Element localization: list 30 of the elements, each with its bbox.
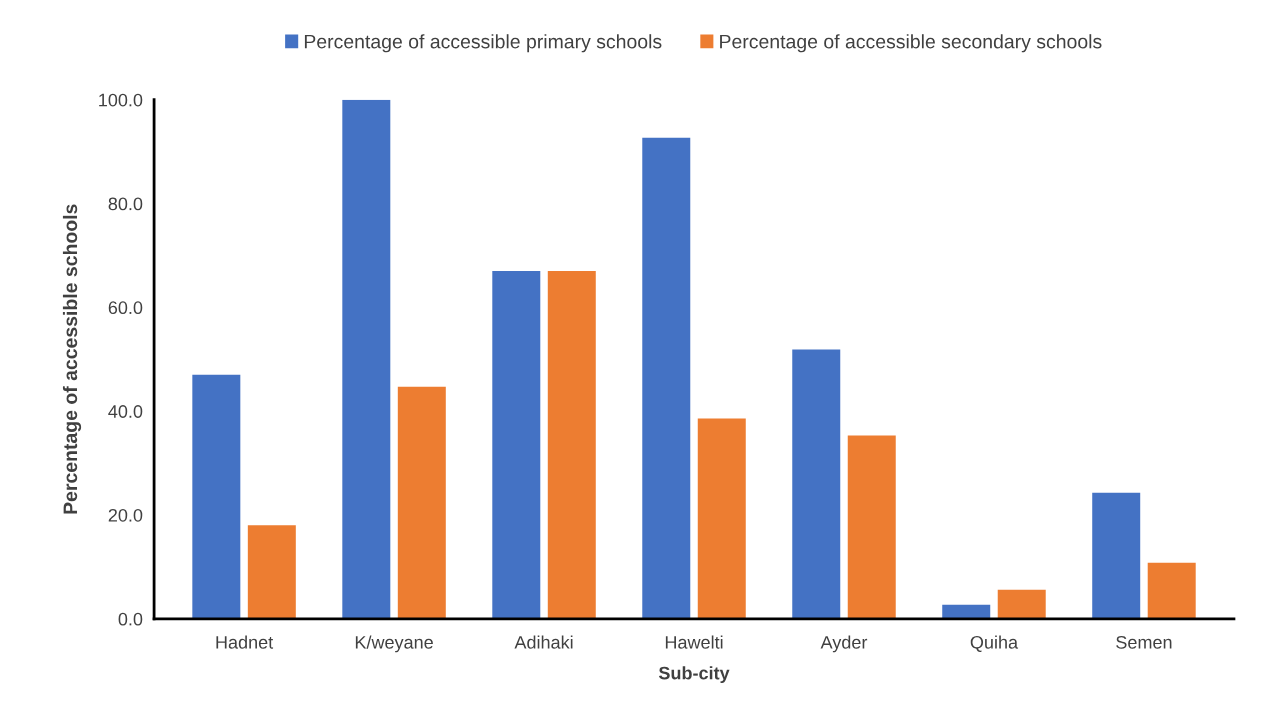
bar <box>1092 492 1141 619</box>
x-tick-label: Quiha <box>970 635 1019 652</box>
legend-label: Percentage of accessible secondary schools <box>720 34 1102 53</box>
bar <box>1147 562 1196 619</box>
x-tick-label: Hadnet <box>216 635 274 649</box>
y-axis-title: Percentage of accessible schools <box>62 204 82 514</box>
y-tick-label: 40.0 <box>108 405 143 418</box>
bar <box>997 589 1046 619</box>
legend-label: Percentage of accessible primary schools <box>304 34 662 53</box>
x-axis-title: Sub-city <box>658 666 730 684</box>
bar <box>547 271 596 619</box>
bar <box>492 271 541 619</box>
x-tick-label: Ayder <box>820 635 868 653</box>
y-tick-label: 0.0 <box>118 612 143 626</box>
bar <box>642 137 691 619</box>
bar <box>342 99 391 619</box>
bar <box>847 435 896 619</box>
x-tick-label: K/weyane <box>355 635 433 653</box>
y-tick-label: 60.0 <box>108 301 143 315</box>
bar <box>247 525 296 619</box>
bar <box>192 374 241 619</box>
y-tick-label: 80.0 <box>108 197 143 211</box>
bar <box>397 386 446 619</box>
x-tick-label: Hawelti <box>665 635 723 649</box>
bar <box>697 418 746 619</box>
y-tick-label: 20.0 <box>108 508 143 522</box>
x-tick-label: Adihaki <box>514 635 573 649</box>
y-tick-label: 100.0 <box>99 93 143 107</box>
bar <box>792 349 841 619</box>
x-tick-label: Semen <box>1116 635 1172 649</box>
